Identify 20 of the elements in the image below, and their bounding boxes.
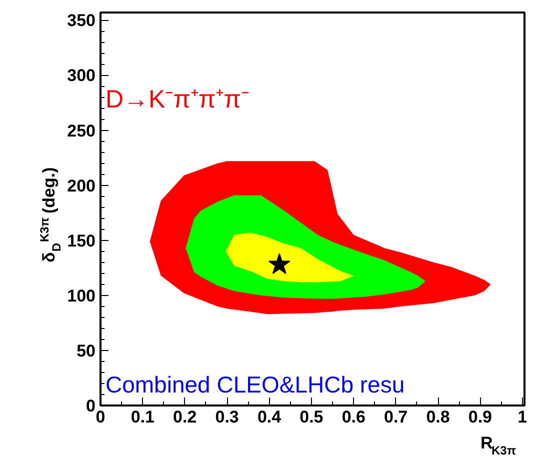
x-tick-label: 0.1 [130,408,155,426]
x-tick-label: 1 [518,408,528,426]
x-tick-label: 0.9 [468,408,492,426]
y-tick-label: 300 [67,66,96,86]
x-tick-label: 0.3 [215,408,239,426]
annotation: D→K⁻π⁺π⁺π⁻ [106,86,249,114]
y-tick-label: 50 [76,341,96,360]
annotation: Combined CLEO&LHCb resu [106,372,405,398]
y-tick-label: 150 [67,231,96,250]
x-tick-label: 0.7 [384,408,408,426]
y-tick-label: 100 [67,286,96,306]
x-tick-label: 0.6 [342,408,366,426]
x-tick-label: 0.4 [257,408,282,426]
y-tick-label: 250 [67,121,96,140]
x-tick-label: 0.2 [173,408,197,426]
y-tick-label: 350 [67,11,96,30]
x-tick-label: 0.5 [300,408,324,426]
x-tick-label: 0.8 [426,408,450,426]
y-axis-title: δDK3π (deg.) [38,167,64,262]
y-tick-label: 200 [67,176,96,196]
